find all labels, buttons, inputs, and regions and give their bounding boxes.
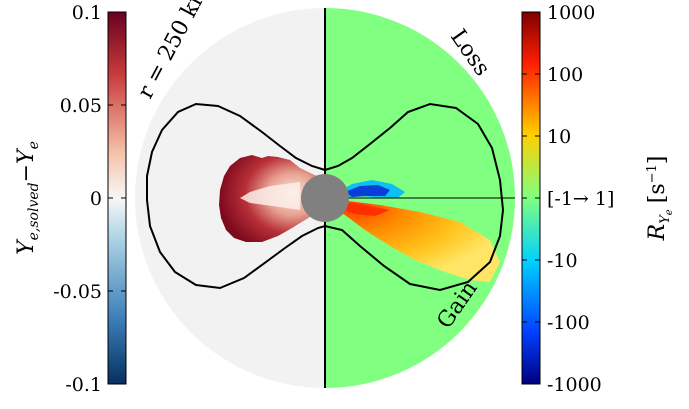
left-label-y2: Y <box>14 147 39 164</box>
left-label-sub: e,solved <box>26 182 42 240</box>
proto-neutron-star <box>301 174 349 222</box>
left-tick-label: -0.05 <box>53 281 102 303</box>
shock-contour <box>146 102 505 292</box>
right-tick-label: 100 <box>547 64 583 86</box>
left-colorbar-label: Ye,solved−Ye <box>14 141 42 255</box>
left-label-y: Y <box>14 238 39 255</box>
left-label-minus: − <box>14 164 39 182</box>
right-tick-label: -1000 <box>547 374 602 396</box>
right-tick-label: -10 <box>547 250 578 272</box>
right-colorbar-label: RYe [s−1] <box>645 156 675 242</box>
right-label-sub2: e <box>664 209 675 215</box>
left-label-sub2: e <box>26 141 42 149</box>
left-colorbar-ticks <box>108 11 126 385</box>
right-colorbar-ticks <box>522 11 540 385</box>
right-tick-label: [-1→ 1] <box>547 188 614 210</box>
right-label-script: R <box>645 224 670 242</box>
rate-region <box>325 180 500 282</box>
gain-peak <box>336 202 390 216</box>
ye-difference-region <box>219 155 325 242</box>
right-tick-label: 10 <box>547 126 571 148</box>
right-label-exp: −1 <box>645 164 660 183</box>
left-colorbar: 0.1 0.05 0 -0.05 -0.1 Ye,solved−Ye <box>14 2 127 396</box>
meridional-disk: r = 250 km Loss Gain <box>133 0 515 388</box>
right-label-close: ] <box>645 156 670 165</box>
loss-region <box>345 185 390 197</box>
left-tick-label: -0.1 <box>65 374 102 396</box>
gain-region <box>325 198 500 282</box>
ye-blob-core <box>240 182 300 210</box>
left-tick-label: 0 <box>90 188 102 210</box>
right-label-unit: [s <box>645 183 670 203</box>
left-tick-label: 0.05 <box>60 95 102 117</box>
left-tick-label: 0.1 <box>72 2 102 24</box>
right-label-sub: Y <box>658 214 673 224</box>
right-tick-label: -100 <box>547 312 590 334</box>
right-tick-label: 1000 <box>547 2 595 24</box>
right-colorbar: 1000 100 10 [-1→ 1] -10 -100 -1000 RYe [s… <box>521 2 675 396</box>
